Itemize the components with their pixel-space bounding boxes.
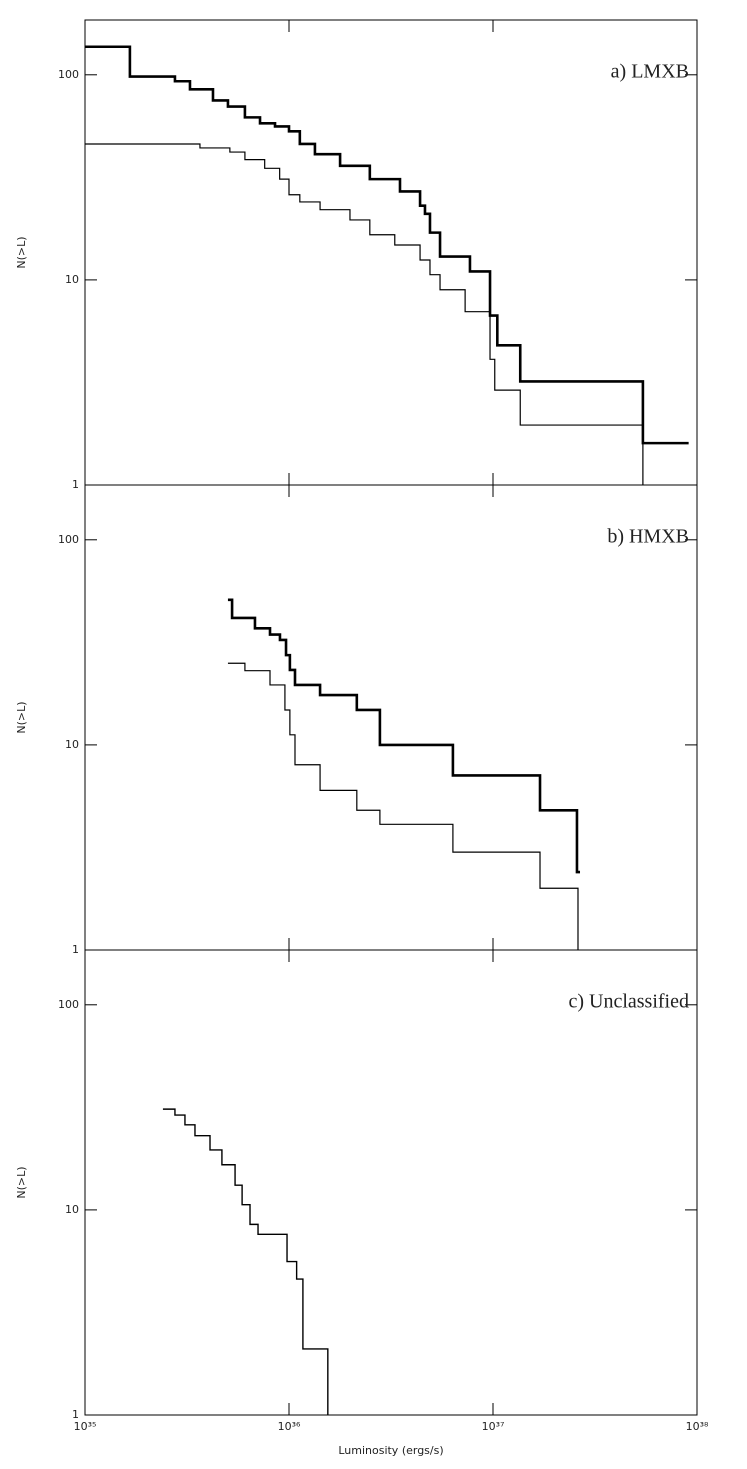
y-tick-label: 100: [58, 533, 79, 546]
y-tick-label: 100: [58, 998, 79, 1011]
step-line: [227, 598, 581, 874]
y-tick-label: 1: [72, 943, 79, 956]
x-tick-label: 10³⁷: [482, 1420, 505, 1433]
y-tick-label: 10: [65, 1203, 79, 1216]
plot-frame: [84, 484, 698, 951]
x-tick-label: 10³⁸: [686, 1420, 709, 1433]
y-tick-label: 10: [65, 273, 79, 286]
y-tick-label: 1: [72, 478, 79, 491]
plot-frame: [84, 19, 698, 486]
annotation: c) Unclassified: [568, 991, 689, 1013]
y-tick-label: 100: [58, 68, 79, 81]
step-line: [162, 1108, 329, 1415]
step-line: [85, 143, 644, 485]
y-tick-label: 1: [72, 1408, 79, 1421]
y-axis-label: N(>L): [15, 701, 28, 733]
y-axis-label: N(>L): [15, 236, 28, 268]
x-tick-label: 10³⁵: [74, 1420, 97, 1433]
x-axis-label: Luminosity (ergs/s): [338, 1444, 443, 1457]
y-axis-label: N(>L): [15, 1166, 28, 1198]
step-line: [85, 45, 689, 445]
annotation: b) HMXB: [607, 526, 689, 548]
step-line: [227, 662, 579, 950]
plot-frame: [84, 949, 698, 1416]
annotation: a) LMXB: [611, 61, 689, 83]
y-tick-label: 10: [65, 738, 79, 751]
x-tick-label: 10³⁶: [278, 1420, 301, 1433]
